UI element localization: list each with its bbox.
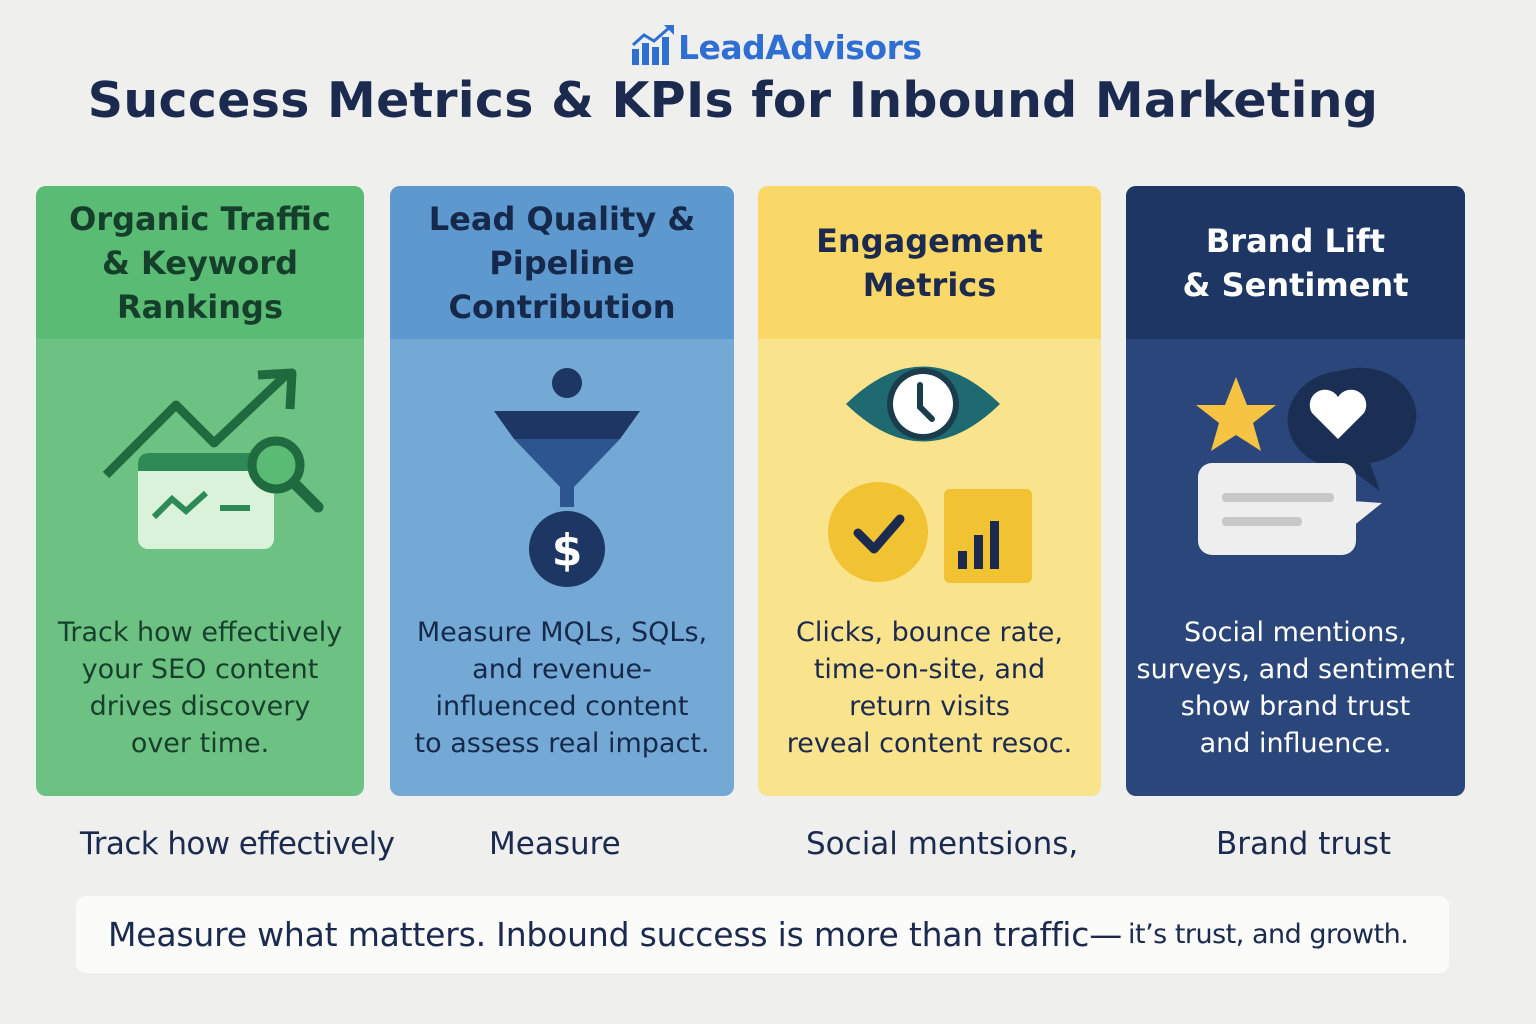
star-icon [1196, 377, 1276, 451]
eye-clock-check-bars-icon [828, 366, 1032, 583]
star-heart-chat-icon [1196, 367, 1417, 555]
svg-text:$: $ [552, 525, 583, 576]
card-description: Social mentions, surveys, and sentiment … [1126, 614, 1465, 762]
card-title-line: Organic Traffic [69, 199, 331, 238]
card-description: Clicks, bounce rate, time-on-site, and r… [758, 614, 1101, 762]
card-title-line: Metrics [862, 265, 997, 304]
desc-line: over time. [130, 728, 270, 759]
desc-line: reveal content resoc. [786, 728, 1073, 759]
metric-card-lead-quality: Lead Quality & Pipeline Contribution $ M… [390, 186, 734, 796]
desc-line: and influence. [1199, 728, 1392, 759]
desc-line: return visits [849, 691, 1010, 722]
logo: LeadAdvisors [630, 22, 922, 72]
card-description: Measure MQLs, SQLs, and revenue- influen… [390, 614, 734, 762]
desc-line: surveys, and sentiment [1136, 654, 1455, 685]
card-title-line: & Sentiment [1182, 265, 1409, 304]
page-title: Success Metrics & KPIs for Inbound Marke… [87, 72, 1379, 129]
tagline-main: Measure what matters. Inbound success is… [108, 915, 1122, 954]
card-title-line: Pipeline Contribution [448, 243, 676, 326]
card-title-line: Lead Quality & [428, 199, 696, 238]
card-title: Brand Lift & Sentiment [1126, 186, 1465, 339]
card-title-line: Engagement [816, 221, 1043, 260]
desc-line: Social mentions, [1183, 617, 1408, 648]
desc-line: to assess real impact. [414, 728, 710, 759]
desc-line: time-on-site, and [813, 654, 1046, 685]
desc-line: Track how effectively [57, 617, 343, 648]
card-title-line: & Keyword Rankings [101, 243, 299, 326]
under-label: Measure [489, 826, 621, 862]
card-title: Lead Quality & Pipeline Contribution [390, 186, 734, 339]
under-label: Brand trust [1216, 826, 1392, 862]
desc-line: influenced content [435, 691, 689, 722]
metric-card-engagement: Engagement Metrics Clicks, bounce rate, … [758, 186, 1101, 796]
desc-line: Clicks, bounce rate, [796, 617, 1063, 648]
card-title: Organic Traffic & Keyword Rankings [36, 186, 364, 339]
trend-chart-magnifier-icon [102, 368, 324, 549]
logo-text: LeadAdvisors [678, 27, 922, 67]
metric-card-organic-traffic: Organic Traffic & Keyword Rankings Track… [36, 186, 364, 796]
card-title-line: Brand Lift [1205, 221, 1386, 260]
desc-line: your SEO content [81, 654, 319, 685]
desc-line: drives discovery [89, 691, 311, 722]
desc-line: show brand trust [1180, 691, 1411, 722]
bar-chart-growth-icon [631, 25, 674, 65]
under-label: Track how effectively [80, 826, 395, 862]
card-title: Engagement Metrics [758, 186, 1101, 339]
card-description: Track how effectively your SEO content d… [36, 614, 364, 762]
tagline-tail: it’s trust, and growth. [1128, 919, 1409, 950]
desc-line: Measure MQLs, SQLs, [416, 617, 708, 648]
under-label: Social mentsions, [806, 826, 1079, 862]
heart-icon [1309, 389, 1367, 439]
desc-line: and revenue- [472, 654, 652, 685]
tagline-banner: Measure what matters. Inbound success is… [76, 896, 1449, 973]
metric-card-brand-lift: Brand Lift & Sentiment Social mentions, … [1126, 186, 1465, 796]
funnel-dollar-icon: $ [494, 368, 640, 587]
